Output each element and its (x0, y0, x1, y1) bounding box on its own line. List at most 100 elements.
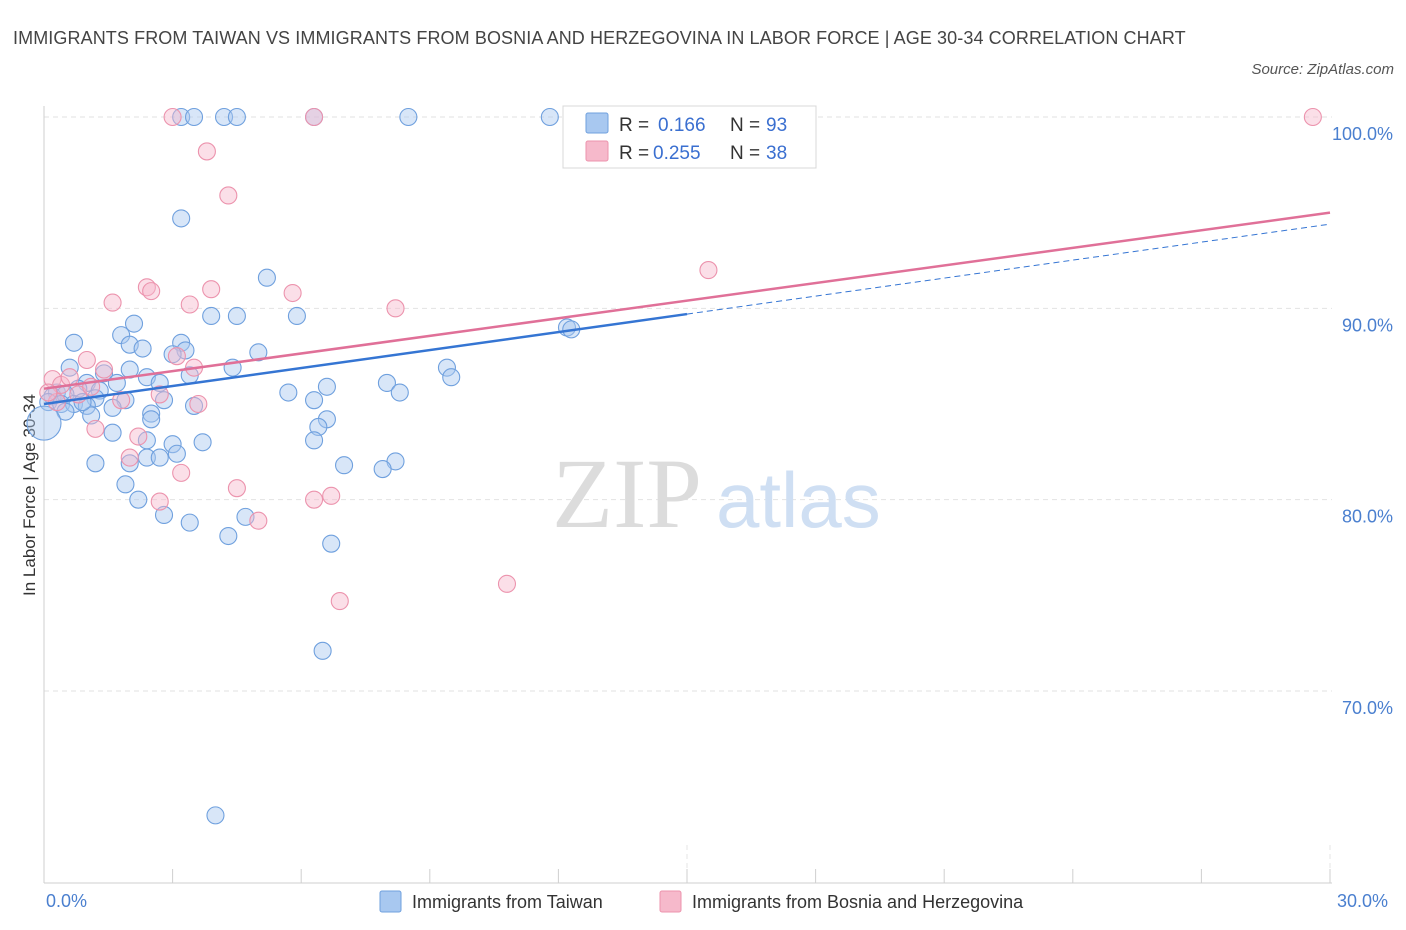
legend-label-bosnia: Immigrants from Bosnia and Herzegovina (692, 892, 1024, 912)
taiwan-point (129, 490, 148, 509)
legend-swatch-taiwan (379, 890, 402, 913)
taiwan-point (116, 475, 135, 494)
taiwan-point (184, 107, 204, 127)
bosnia-point (120, 448, 139, 467)
bosnia-point (129, 427, 148, 446)
taiwan-point (26, 405, 62, 441)
bosnia-point (386, 299, 405, 318)
taiwan-point (64, 333, 84, 352)
taiwan-point (305, 391, 324, 410)
y-tick-label: 80.0% (1342, 507, 1393, 527)
chart-title: IMMIGRANTS FROM TAIWAN VS IMMIGRANTS FRO… (13, 28, 1186, 48)
taiwan-point (82, 406, 101, 425)
taiwan-point (257, 268, 276, 287)
taiwan-point (133, 339, 152, 358)
taiwan-point (249, 343, 268, 362)
taiwan-point (279, 383, 298, 402)
y-tick-label: 90.0% (1342, 315, 1393, 335)
y-tick-label: 100.0% (1332, 124, 1393, 144)
taiwan-point (305, 431, 324, 450)
taiwan-point (390, 383, 409, 402)
taiwan-point (377, 373, 396, 393)
taiwan-point (180, 513, 199, 532)
axes (43, 106, 1332, 884)
taiwan-point (172, 209, 191, 228)
stats-swatch-taiwan (585, 112, 609, 134)
taiwan-point (313, 641, 332, 660)
bosnia-point (249, 511, 268, 530)
stats-n-value-bosnia: 38 (766, 143, 787, 164)
series-bosnia-points (39, 107, 1322, 611)
taiwan-trend-extension (686, 223, 1331, 315)
watermark-zip: ZIP (552, 438, 702, 549)
taiwan-point (322, 534, 341, 553)
taiwan-point (167, 444, 186, 463)
bosnia-point (219, 186, 238, 205)
taiwan-point (227, 107, 246, 127)
stats-r-value-bosnia: 0.255 (653, 143, 701, 164)
bosnia-point (227, 479, 246, 498)
taiwan-point (442, 368, 461, 387)
bosnia-point (180, 295, 199, 314)
bosnia-point (103, 293, 122, 312)
taiwan-point (124, 314, 144, 333)
taiwan-point (373, 460, 392, 479)
bosnia-point (283, 283, 302, 303)
bosnia-point (163, 107, 182, 127)
taiwan-point (309, 417, 328, 437)
bosnia-point (112, 391, 131, 410)
taiwan-point (193, 433, 212, 452)
bosnia-trend-line (43, 211, 1331, 390)
y-axis-label: In Labor Force | Age 30-34 (20, 394, 39, 596)
bosnia-point (94, 360, 114, 379)
stats-box: R = 0.166 N = 93 R = 0.255 N = 38 (562, 105, 817, 169)
x-ticks (172, 869, 1331, 883)
stats-r-label-taiwan: R = (619, 115, 649, 136)
taiwan-point (103, 423, 122, 442)
taiwan-point (287, 306, 306, 326)
taiwan-trend-line (43, 312, 688, 406)
legend-label-taiwan: Immigrants from Taiwan (412, 892, 603, 912)
bosnia-point (330, 592, 349, 611)
taiwan-point (86, 454, 105, 473)
taiwan-point (206, 806, 225, 825)
legend-swatch-bosnia (659, 890, 682, 913)
x-tick-label-min: 0.0% (46, 891, 87, 911)
legend: Immigrants from Taiwan Immigrants from B… (379, 890, 1024, 913)
bosnia-point (322, 486, 341, 505)
bosnia-point (202, 280, 221, 299)
bosnia-point (77, 350, 96, 370)
bosnia-point (305, 490, 324, 509)
taiwan-point (317, 377, 336, 396)
stats-r-label-bosnia: R = (619, 143, 649, 164)
watermark: ZIP atlas (552, 438, 881, 549)
trend-lines (43, 211, 1331, 406)
taiwan-point (227, 306, 246, 326)
bosnia-point (86, 419, 105, 438)
bosnia-point (189, 394, 208, 414)
taiwan-point (437, 358, 456, 377)
bosnia-point (305, 107, 324, 127)
source-note: Source: ZipAtlas.com (1251, 61, 1394, 78)
taiwan-point (154, 505, 174, 525)
series-taiwan-points (26, 107, 581, 825)
stats-n-value-taiwan: 93 (766, 115, 787, 136)
stats-n-label-taiwan: N = (730, 115, 760, 136)
taiwan-point (163, 435, 182, 454)
taiwan-point (399, 107, 418, 127)
bosnia-point (167, 347, 186, 366)
taiwan-point (142, 404, 161, 423)
taiwan-point (219, 526, 238, 546)
bosnia-point (1303, 107, 1322, 127)
bosnia-point (497, 574, 517, 593)
y-tick-label: 70.0% (1342, 698, 1393, 718)
taiwan-point (335, 456, 354, 475)
taiwan-point (150, 448, 169, 467)
taiwan-point (94, 364, 114, 383)
stats-r-value-taiwan: 0.166 (658, 115, 706, 136)
bosnia-point (197, 142, 216, 161)
taiwan-point (120, 454, 139, 473)
stats-swatch-bosnia (585, 140, 609, 162)
taiwan-point (540, 107, 559, 127)
